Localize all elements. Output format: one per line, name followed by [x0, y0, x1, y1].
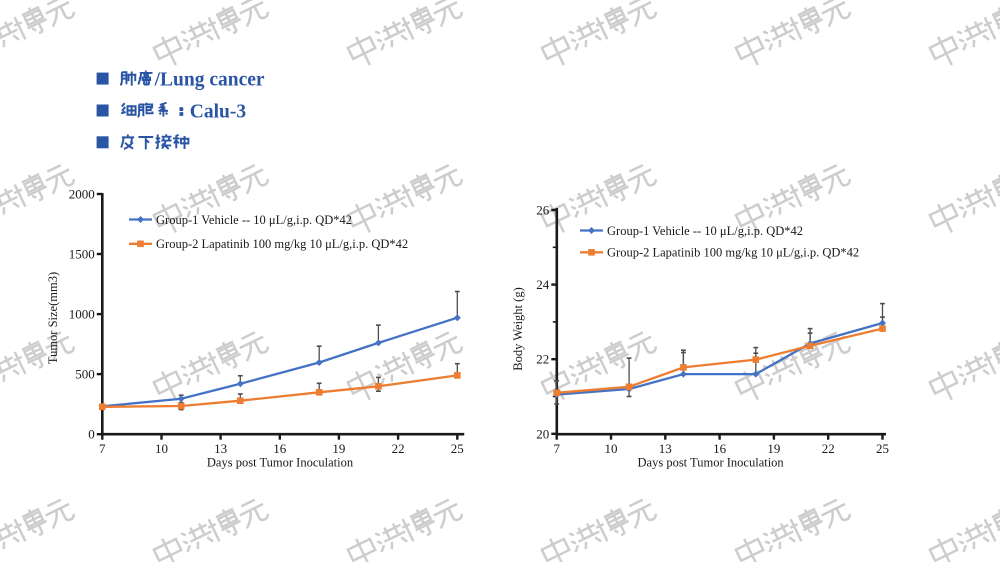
svg-text:20: 20 [536, 426, 549, 441]
svg-text:Days post Tumor Inoculation: Days post Tumor Inoculation [638, 456, 785, 470]
svg-text:7: 7 [99, 441, 106, 456]
svg-text:0: 0 [88, 427, 95, 442]
svg-text:Group-1 Vehicle -- 10 μL/g,i.p: Group-1 Vehicle -- 10 μL/g,i.p. QD*42 [607, 224, 803, 238]
svg-text:10: 10 [605, 441, 618, 456]
svg-text:25: 25 [876, 441, 889, 456]
svg-text:16: 16 [713, 441, 727, 456]
svg-text:Days post Tumor Inoculation: Days post Tumor Inoculation [207, 456, 354, 470]
svg-text:10: 10 [155, 441, 168, 456]
svg-text:Group-2 Lapatinib 100 mg/kg 10: Group-2 Lapatinib 100 mg/kg 10 μL/g,i.p.… [156, 237, 408, 251]
svg-text:16: 16 [273, 441, 287, 456]
svg-text:26: 26 [536, 203, 550, 218]
svg-text:1500: 1500 [69, 247, 95, 262]
svg-text:Group-2 Lapatinib 100 mg/kg 10: Group-2 Lapatinib 100 mg/kg 10 μL/g,i.p.… [607, 246, 859, 260]
svg-text:/Lung cancer: /Lung cancer [154, 69, 265, 90]
svg-text:500: 500 [75, 367, 95, 382]
svg-text:22: 22 [822, 441, 835, 456]
svg-text:19: 19 [767, 441, 780, 456]
svg-text:Body Weight (g): Body Weight (g) [511, 287, 525, 370]
svg-text:7: 7 [553, 441, 560, 456]
svg-text:1000: 1000 [69, 307, 95, 322]
svg-text:13: 13 [659, 441, 672, 456]
svg-text:2000: 2000 [69, 187, 95, 202]
svg-text:Group-1 Vehicle -- 10 μL/g,i.p: Group-1 Vehicle -- 10 μL/g,i.p. QD*42 [156, 213, 352, 227]
svg-text:19: 19 [332, 441, 345, 456]
svg-text:13: 13 [214, 441, 227, 456]
svg-text:25: 25 [451, 441, 464, 456]
svg-text:22: 22 [536, 352, 549, 367]
svg-text:Calu-3: Calu-3 [190, 101, 247, 122]
svg-text:Tumor Size(mm3): Tumor Size(mm3) [46, 272, 60, 364]
svg-text:22: 22 [392, 441, 405, 456]
svg-text:24: 24 [536, 277, 550, 292]
